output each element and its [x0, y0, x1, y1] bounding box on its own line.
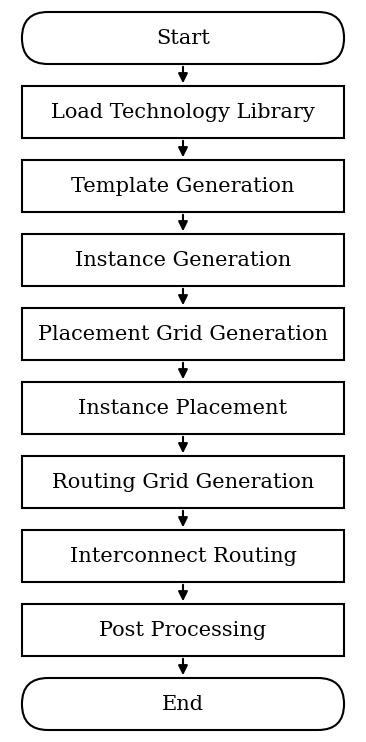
FancyBboxPatch shape: [22, 308, 344, 360]
Text: Start: Start: [156, 28, 210, 47]
Text: Instance Generation: Instance Generation: [75, 251, 291, 269]
Text: End: End: [162, 695, 204, 714]
FancyBboxPatch shape: [22, 86, 344, 138]
Text: Instance Placement: Instance Placement: [78, 398, 288, 418]
FancyBboxPatch shape: [22, 382, 344, 434]
FancyBboxPatch shape: [22, 530, 344, 582]
FancyBboxPatch shape: [22, 160, 344, 212]
FancyBboxPatch shape: [22, 234, 344, 286]
Text: Template Generation: Template Generation: [71, 177, 295, 195]
Text: Post Processing: Post Processing: [100, 620, 266, 640]
Text: Interconnect Routing: Interconnect Routing: [70, 547, 296, 565]
Text: Placement Grid Generation: Placement Grid Generation: [38, 324, 328, 344]
FancyBboxPatch shape: [22, 604, 344, 656]
FancyBboxPatch shape: [22, 678, 344, 730]
Text: Routing Grid Generation: Routing Grid Generation: [52, 473, 314, 491]
Text: Load Technology Library: Load Technology Library: [51, 102, 315, 122]
FancyBboxPatch shape: [22, 12, 344, 64]
FancyBboxPatch shape: [22, 456, 344, 508]
